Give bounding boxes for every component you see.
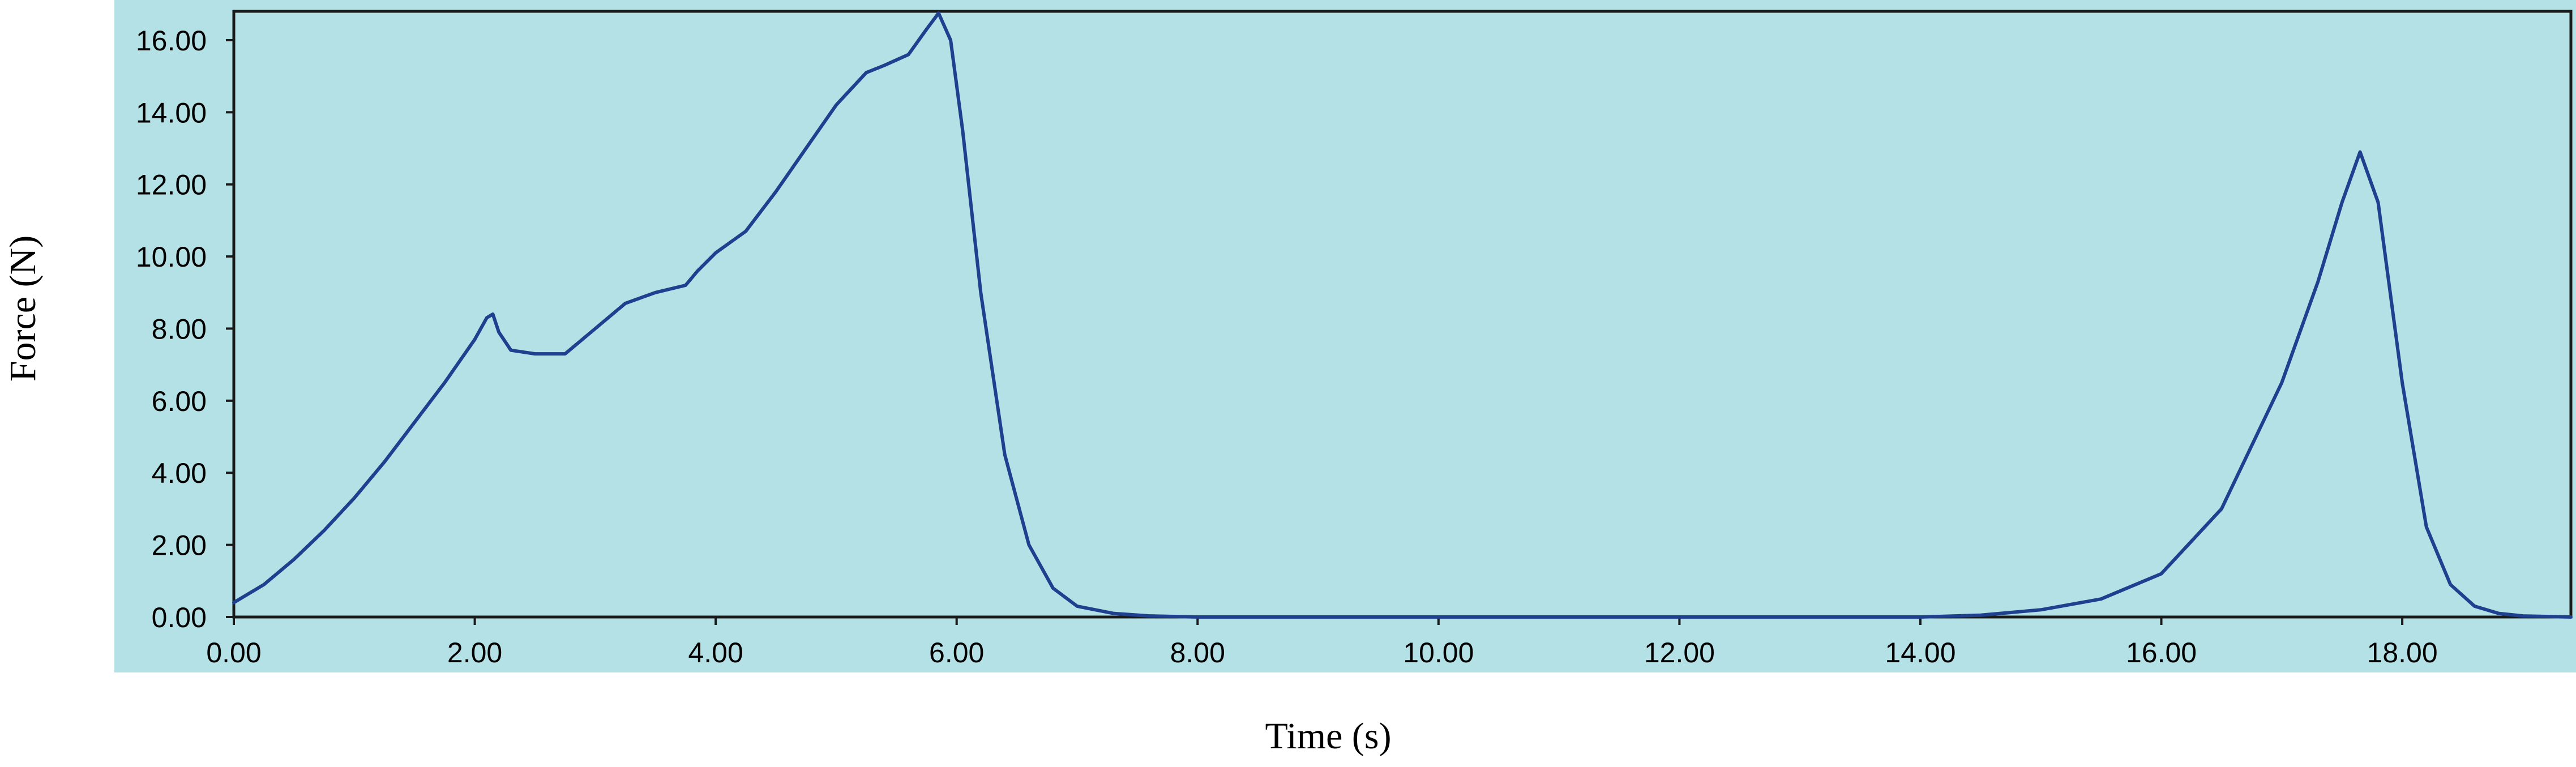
x-tick-label: 2.00 (447, 637, 502, 669)
y-tick-label: 16.00 (136, 25, 207, 57)
x-tick-label: 6.00 (929, 637, 984, 669)
y-axis-ticks: 0.00 2.00 4.00 6.00 8.00 10.00 12.00 14.00 16.00 (136, 25, 234, 633)
x-axis-title: Time (s) (1265, 715, 1391, 757)
x-tick-label: 4.00 (688, 637, 743, 669)
x-tick-label: 12.00 (1644, 637, 1715, 669)
y-tick-label: 12.00 (136, 169, 207, 201)
x-axis-ticks: 0.00 2.00 4.00 6.00 8.00 10.00 12.00 14.00 16.00… (206, 617, 2438, 669)
x-tick-label: 18.00 (2367, 637, 2438, 669)
x-tick-label: 0.00 (206, 637, 261, 669)
x-tick-label: 16.00 (2126, 637, 2197, 669)
y-tick-label: 6.00 (152, 385, 207, 417)
y-axis-title: Force (N) (2, 235, 44, 382)
y-tick-label: 8.00 (152, 313, 207, 345)
x-tick-label: 14.00 (1885, 637, 1955, 669)
force-series-line (232, 11, 2573, 619)
chart-area-background (114, 0, 2576, 672)
x-tick-label: 8.00 (1170, 637, 1225, 669)
x-tick-label: 10.00 (1403, 637, 1474, 669)
y-tick-label: 4.00 (152, 457, 207, 489)
y-tick-label: 10.00 (136, 241, 207, 273)
y-tick-label: 14.00 (136, 97, 207, 128)
y-tick-label: 2.00 (152, 530, 207, 562)
y-tick-label: 0.00 (152, 602, 207, 633)
